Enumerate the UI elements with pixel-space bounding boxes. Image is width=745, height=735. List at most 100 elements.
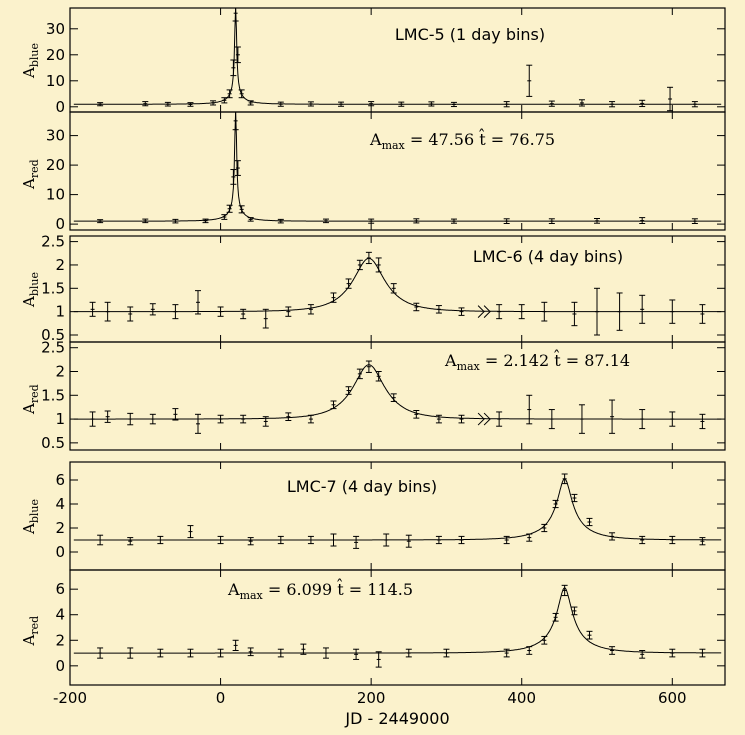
x-axis-label: JD - 2449000 <box>344 709 449 728</box>
data-point <box>322 647 329 659</box>
x-tick-label: 0 <box>216 689 226 707</box>
data-point <box>518 304 525 320</box>
data-point <box>571 606 578 616</box>
data-point <box>97 219 104 224</box>
data-point <box>353 535 360 549</box>
panel-title: LMC-5 (1 day bins) <box>395 25 545 44</box>
data-point <box>89 301 96 317</box>
data-point <box>639 409 646 430</box>
data-point <box>435 414 442 424</box>
panel-frame <box>69 341 726 451</box>
data-point <box>639 294 646 324</box>
y-axis-label: Ared <box>20 616 41 647</box>
data-point <box>157 535 164 545</box>
data-point <box>300 643 307 655</box>
data-point <box>365 251 372 265</box>
data-point <box>149 413 156 425</box>
data-point <box>307 101 314 107</box>
panel-annotation: Amax = 47.56 t̂ = 76.75 <box>369 129 555 152</box>
x-tick-label: 200 <box>357 689 386 707</box>
y-tick-label: 10 <box>46 186 65 204</box>
y-tick-label: 6 <box>55 471 65 489</box>
data-point <box>450 101 457 108</box>
data-point <box>277 218 284 224</box>
data-point <box>503 535 510 545</box>
data-point <box>561 473 568 485</box>
y-axis-label: Ablue <box>20 272 41 308</box>
panel-3: 0.5 1 1.5 2 2.5 Ablue LMC-6 (4 day bins) <box>20 233 726 344</box>
data-point <box>586 630 593 640</box>
data-point <box>97 102 104 107</box>
break-mark <box>483 305 491 319</box>
data-point <box>375 651 382 668</box>
data-point <box>526 394 533 425</box>
data-point <box>413 410 420 419</box>
data-point <box>365 360 372 373</box>
data-point <box>375 257 382 273</box>
panel-title: LMC-7 (4 day bins) <box>287 477 437 496</box>
data-point <box>221 97 228 104</box>
data-point <box>164 101 171 107</box>
data-point <box>232 639 239 651</box>
data-point <box>285 306 292 317</box>
data-point <box>230 59 237 77</box>
data-point <box>578 404 585 434</box>
data-point <box>609 646 616 655</box>
model-curve <box>73 478 722 541</box>
data-point <box>142 101 149 107</box>
data-point <box>548 218 555 225</box>
x-tick-label: 400 <box>507 689 536 707</box>
x-tick-label: -200 <box>53 689 87 707</box>
data-point <box>578 99 585 107</box>
model-curve <box>73 364 722 420</box>
data-point <box>699 304 706 324</box>
panel-frame <box>69 569 726 686</box>
data-point <box>330 533 337 547</box>
data-point <box>221 214 228 220</box>
y-tick-label: 4 <box>55 495 65 513</box>
model-curve <box>73 111 722 222</box>
panel-annotation: Amax = 6.099 t̂ = 114.5 <box>227 579 413 602</box>
data-point <box>194 413 201 434</box>
model-curve <box>73 7 722 105</box>
data-point <box>503 101 510 108</box>
data-point <box>330 400 337 410</box>
data-point <box>353 648 360 660</box>
data-point <box>609 399 616 434</box>
data-point <box>345 278 352 289</box>
data-point <box>187 525 194 539</box>
data-point <box>503 648 510 658</box>
data-point <box>187 102 194 107</box>
data-point <box>345 386 352 395</box>
y-tick-label: 2.5 <box>41 339 65 357</box>
y-tick-label: 1 <box>55 303 65 321</box>
data-point <box>238 89 245 99</box>
data-point <box>586 517 593 527</box>
y-tick-label: 0 <box>55 657 65 675</box>
data-point <box>127 537 134 546</box>
data-point <box>541 635 548 645</box>
data-point <box>277 535 284 545</box>
data-point <box>368 101 375 107</box>
data-point <box>142 218 149 224</box>
data-point <box>247 217 254 222</box>
y-axis-label: Ablue <box>20 499 41 535</box>
data-point <box>368 218 375 224</box>
data-point <box>561 584 568 597</box>
break-mark <box>477 412 485 426</box>
y-tick-label: 0 <box>55 543 65 561</box>
y-tick-label: 2 <box>55 256 65 274</box>
data-point <box>127 647 134 659</box>
data-point <box>149 303 156 316</box>
data-point <box>187 648 194 658</box>
data-point <box>262 308 269 329</box>
data-point <box>390 283 397 294</box>
data-point <box>691 101 698 108</box>
data-point <box>669 535 676 545</box>
data-point <box>669 299 676 324</box>
data-point <box>398 101 405 107</box>
panel-annotation: Amax = 2.142 t̂ = 87.14 <box>444 350 630 373</box>
panel-2: 0 10 20 30 Ared Amax = 47.56 t̂ = 76.75 <box>20 111 726 233</box>
data-point <box>356 259 363 271</box>
